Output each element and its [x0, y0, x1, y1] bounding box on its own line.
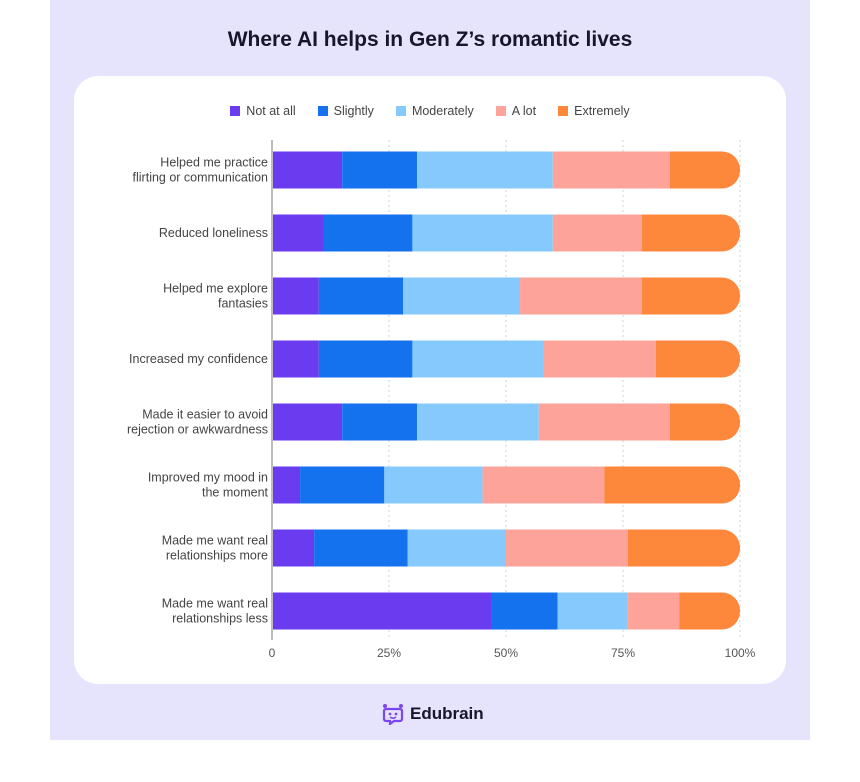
bar-row: [272, 340, 740, 378]
bar-segment: [557, 592, 628, 630]
bar-segment: [627, 592, 680, 630]
bar-segment: [323, 214, 413, 252]
legend-item: Slightly: [317, 104, 374, 118]
legend-label: A lot: [511, 104, 537, 118]
bar-segment: [412, 340, 544, 378]
legend-swatch: [558, 106, 569, 116]
bar-segment: [538, 403, 670, 441]
bar-row: [272, 214, 740, 252]
bar-segment: [314, 529, 408, 567]
robot-face-icon: [382, 704, 404, 725]
bar-segment: [272, 529, 315, 567]
category-label: Made it easier to avoid rejection or awkw…: [127, 408, 268, 437]
bar-segment: [627, 529, 740, 567]
category-label: Made me want real relationships less: [162, 597, 268, 626]
legend-item: Moderately: [395, 104, 474, 118]
legend-swatch: [317, 106, 328, 116]
bar-segment: [342, 151, 418, 189]
bar-segment: [384, 466, 483, 504]
bar-segment: [669, 403, 740, 441]
category-label: Increased my confidence: [129, 352, 268, 366]
category-label: Improved my mood in the moment: [148, 471, 269, 500]
x-tick-label: 75%: [611, 646, 635, 660]
bar-segment: [552, 151, 670, 189]
bar-segment: [417, 151, 553, 189]
legend-label: Not at all: [246, 104, 296, 118]
bar-segment: [552, 214, 642, 252]
legend-swatch: [230, 106, 241, 116]
bar-segment: [655, 340, 740, 378]
bar-segment: [403, 277, 521, 315]
bar-segment: [300, 466, 385, 504]
bar-segment: [417, 403, 539, 441]
bar-row: [272, 529, 740, 567]
bar-segment: [272, 403, 343, 441]
x-tick-label: 50%: [494, 646, 518, 660]
legend-label: Slightly: [333, 104, 374, 118]
bar-segment: [482, 466, 605, 504]
bar-segment: [272, 214, 324, 252]
bar-segment: [679, 592, 740, 630]
category-label: Helped me practice flirting or communicat…: [133, 156, 269, 185]
category-label: Reduced loneliness: [159, 226, 268, 240]
bar-segment: [520, 277, 642, 315]
legend: Not at all Slightly Moderately A lot Extreme…: [0, 104, 860, 118]
legend-swatch: [495, 106, 506, 116]
bar-segment: [491, 592, 558, 630]
chart-title: Where AI helps in Gen Z’s romantic lives: [227, 28, 633, 51]
bar-segment: [272, 466, 301, 504]
legend-label: Extremely: [574, 104, 630, 118]
bar-segment: [272, 151, 343, 189]
legend-item: Extremely: [558, 104, 630, 118]
x-tick-label: 100%: [725, 646, 756, 660]
bar-segment: [604, 466, 740, 504]
bar-segment: [318, 340, 413, 378]
bar-segment: [272, 340, 319, 378]
bar-segment: [318, 277, 404, 315]
legend-item: A lot: [495, 104, 537, 118]
bar-row: [272, 466, 740, 504]
x-tick-label: 25%: [377, 646, 401, 660]
bar-segment: [272, 592, 492, 630]
bar-row: [272, 592, 740, 630]
category-label: Helped me explore fantasies: [163, 282, 268, 311]
legend-swatch: [395, 106, 406, 116]
bar-segment: [669, 151, 740, 189]
bar-row: [272, 151, 740, 189]
bar-segment: [543, 340, 656, 378]
legend-label: Moderately: [411, 104, 474, 118]
bar-segment: [641, 214, 740, 252]
brand-logo: Edubrain: [382, 703, 484, 725]
bar-row: [272, 277, 740, 315]
bar-segment: [412, 214, 553, 252]
bar-segment: [407, 529, 506, 567]
brand-name: Edubrain: [410, 704, 484, 723]
bar-segment: [272, 277, 319, 315]
legend-item: Not at all: [230, 104, 296, 118]
bar-segment: [342, 403, 418, 441]
x-tick-label: 0: [269, 646, 276, 660]
bar-row: [272, 403, 740, 441]
category-label: Made me want real relationships more: [162, 534, 268, 563]
bar-segment: [506, 529, 628, 567]
bar-segment: [641, 277, 740, 315]
